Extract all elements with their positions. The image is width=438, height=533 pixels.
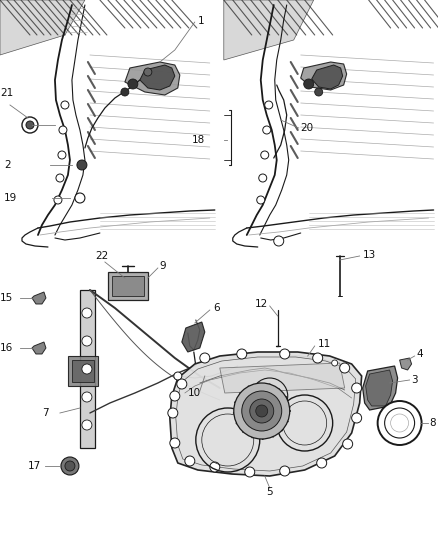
Polygon shape (140, 65, 175, 90)
Circle shape (265, 101, 273, 109)
Circle shape (54, 196, 62, 204)
Circle shape (128, 79, 138, 89)
Polygon shape (363, 366, 398, 410)
Circle shape (237, 349, 247, 359)
Circle shape (121, 88, 129, 96)
Circle shape (210, 462, 220, 472)
Polygon shape (68, 356, 98, 386)
Circle shape (177, 379, 187, 389)
Polygon shape (224, 0, 314, 60)
Circle shape (256, 405, 268, 417)
Circle shape (56, 174, 64, 182)
Circle shape (82, 392, 92, 402)
Circle shape (352, 383, 362, 393)
Polygon shape (220, 363, 345, 393)
Text: 12: 12 (255, 299, 268, 309)
Circle shape (259, 174, 267, 182)
Circle shape (168, 408, 178, 418)
Circle shape (82, 336, 92, 346)
Circle shape (257, 196, 265, 204)
Polygon shape (32, 342, 46, 354)
Polygon shape (170, 352, 362, 476)
Text: 1: 1 (198, 16, 205, 26)
Text: 6: 6 (213, 303, 219, 313)
Text: 20: 20 (301, 123, 314, 133)
Circle shape (274, 236, 284, 246)
Circle shape (22, 117, 38, 133)
Text: 16: 16 (0, 343, 13, 353)
Text: 4: 4 (417, 349, 423, 359)
Text: 7: 7 (42, 408, 49, 418)
Polygon shape (108, 272, 148, 300)
Circle shape (75, 193, 85, 203)
Polygon shape (32, 292, 46, 304)
Circle shape (314, 88, 323, 96)
Circle shape (280, 466, 290, 476)
Circle shape (65, 461, 75, 471)
Circle shape (245, 467, 255, 477)
Circle shape (170, 438, 180, 448)
Text: 5: 5 (266, 487, 272, 497)
Circle shape (144, 68, 152, 76)
Circle shape (313, 353, 323, 363)
Polygon shape (366, 370, 392, 406)
Circle shape (61, 101, 69, 109)
Circle shape (332, 360, 338, 366)
Circle shape (82, 420, 92, 430)
Polygon shape (0, 0, 85, 55)
Circle shape (304, 79, 314, 89)
Text: 22: 22 (95, 251, 108, 261)
Text: 13: 13 (363, 250, 376, 260)
Polygon shape (301, 62, 346, 90)
Text: 11: 11 (318, 339, 331, 349)
Polygon shape (80, 290, 95, 448)
Circle shape (340, 363, 350, 373)
Polygon shape (399, 358, 412, 370)
Circle shape (174, 372, 182, 380)
Circle shape (59, 126, 67, 134)
Polygon shape (312, 65, 343, 89)
Circle shape (58, 151, 66, 159)
Text: 17: 17 (28, 461, 41, 471)
Circle shape (343, 439, 353, 449)
Circle shape (352, 413, 362, 423)
Circle shape (261, 151, 269, 159)
Polygon shape (182, 322, 205, 352)
Circle shape (263, 126, 271, 134)
Circle shape (61, 457, 79, 475)
Text: 21: 21 (0, 88, 13, 98)
Text: 18: 18 (191, 135, 205, 145)
Circle shape (77, 160, 87, 170)
Circle shape (317, 458, 327, 468)
Circle shape (26, 121, 34, 129)
Polygon shape (125, 62, 180, 95)
Text: 19: 19 (4, 193, 17, 203)
Text: 2: 2 (4, 160, 11, 170)
Text: 15: 15 (0, 293, 13, 303)
Circle shape (82, 308, 92, 318)
Circle shape (82, 364, 92, 374)
Polygon shape (72, 360, 94, 382)
Circle shape (234, 383, 290, 439)
Circle shape (200, 353, 210, 363)
Circle shape (280, 349, 290, 359)
Circle shape (170, 391, 180, 401)
Circle shape (378, 401, 422, 445)
Text: 10: 10 (188, 388, 201, 398)
Circle shape (185, 456, 195, 466)
Circle shape (250, 399, 274, 423)
Text: 9: 9 (160, 261, 166, 271)
Polygon shape (112, 276, 144, 296)
Text: 8: 8 (430, 418, 436, 428)
Circle shape (242, 391, 282, 431)
Text: 3: 3 (412, 375, 418, 385)
